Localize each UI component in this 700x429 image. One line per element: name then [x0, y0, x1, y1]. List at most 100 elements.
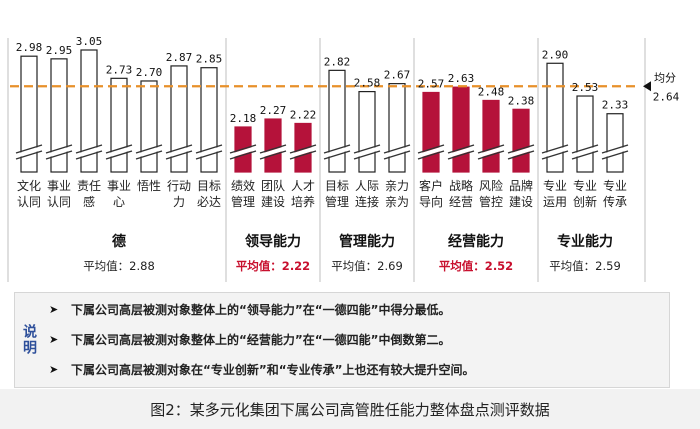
axis-break-mark [447, 144, 475, 154]
data-label: 2.82 [324, 55, 351, 68]
group-name: 德 [112, 233, 126, 250]
axis-break-mark [135, 146, 163, 158]
tick-label: 传承 [603, 194, 627, 209]
bar [422, 91, 440, 173]
axis-break-mark [541, 150, 569, 160]
axis-break-mark [507, 146, 535, 158]
tick-label: 专业 [573, 178, 597, 193]
axis-break-mark [353, 150, 381, 160]
axis-break-mark [571, 144, 599, 154]
note-text: 下属公司高层被测对象整体上的“领导能力”在“一德四能”中得分最低。 [71, 302, 451, 317]
reference-line-layer [10, 81, 651, 92]
data-label: 2.63 [448, 72, 475, 85]
tick-label: 管控 [479, 194, 503, 209]
group-average: 平均值：2.59 [549, 259, 621, 273]
tick-label: 责任 [77, 179, 101, 193]
bar [358, 90, 376, 173]
tick-label: 战略 [449, 178, 473, 193]
bar [606, 113, 624, 173]
axis-break-mark [507, 150, 535, 160]
data-label: 2.18 [230, 112, 257, 125]
tick-label: 心 [113, 195, 125, 209]
figure-caption: 图2：某多元化集团下属公司高管胜任能力整体盘点测评数据 [150, 400, 550, 419]
reference-value: 2.64 [653, 90, 680, 103]
axis-break-mark [105, 150, 133, 160]
axis-break-mark [165, 144, 193, 154]
axis-break-mark [323, 146, 351, 158]
note-item: ➤ 下属公司高层被测对象整体上的“领导能力”在“一德四能”中得分最低。 [49, 297, 451, 321]
axis-break-mark [289, 146, 317, 158]
tick-label: 悟性 [137, 178, 161, 193]
axis-break-mark [75, 146, 103, 158]
note-item: ➤ 下属公司高层被测对象在“专业创新”和“专业传承”上也还有较大提升空间。 [49, 357, 475, 381]
reference-label: 均分 [654, 71, 676, 84]
axis-break-mark [541, 144, 569, 154]
tick-label: 绩效 [231, 178, 255, 193]
tick-label: 专业 [603, 178, 627, 193]
data-label: 2.27 [260, 104, 287, 117]
bar [140, 80, 158, 173]
axis-break-mark [229, 144, 257, 154]
data-label: 2.53 [572, 81, 599, 94]
note-item: ➤ 下属公司高层被测对象整体上的“经营能力”在“一德四能”中倒数第二。 [49, 327, 451, 351]
data-label: 3.05 [76, 35, 103, 48]
axis-break-mark [383, 146, 411, 158]
axis-break-mark [417, 144, 445, 154]
reference-marker-icon [643, 81, 651, 92]
tick-label: 力 [173, 195, 185, 209]
axis-break-mark [447, 150, 475, 160]
tick-label: 行动 [167, 179, 191, 193]
tick-label: 人际 [355, 179, 379, 193]
bar [328, 69, 346, 173]
tick-label: 创新 [573, 194, 597, 209]
axis-break-mark [105, 146, 133, 158]
data-label: 2.95 [46, 44, 73, 57]
axis-break-mark [417, 150, 445, 160]
bar [170, 65, 188, 173]
tick-label: 管理 [325, 194, 349, 209]
group-name: 专业能力 [557, 233, 613, 250]
group-name: 经营能力 [448, 233, 504, 250]
axis-break-mark [45, 150, 73, 160]
notes-label: 说明 [21, 324, 37, 356]
caption-bar: 图2：某多元化集团下属公司高管胜任能力整体盘点测评数据 [0, 389, 700, 429]
data-label: 2.57 [418, 77, 445, 90]
axis-break-mark [165, 150, 193, 160]
axis-break-mark [45, 144, 73, 154]
tick-label: 经营 [449, 195, 473, 209]
tick-label: 目标 [197, 179, 221, 193]
axis-break-mark [259, 146, 287, 158]
bar [482, 99, 500, 173]
axis-break-mark [15, 144, 43, 154]
axis-break-mark [477, 146, 505, 158]
tick-label: 事业 [47, 179, 71, 193]
bar [264, 118, 282, 173]
axis-break-mark [323, 150, 351, 160]
tick-label: 认同 [47, 195, 71, 209]
data-label: 2.85 [196, 53, 223, 66]
bar [110, 77, 128, 173]
tick-label: 专业 [543, 178, 567, 193]
tick-label: 连接 [355, 194, 379, 209]
tick-label: 管理 [231, 194, 255, 209]
axis-break-mark [571, 150, 599, 160]
data-label: 2.90 [542, 48, 569, 61]
axis-break-mark [195, 144, 223, 154]
group-dividers [7, 38, 646, 282]
axis-break-mark [259, 150, 287, 160]
note-text: 下属公司高层被测对象整体上的“经营能力”在“一德四能”中倒数第二。 [71, 332, 451, 347]
axis-break-mark [105, 144, 133, 154]
tick-label: 建设 [261, 195, 285, 209]
group-name: 管理能力 [339, 233, 395, 250]
note-text: 下属公司高层被测对象在“专业创新”和“专业传承”上也还有较大提升空间。 [71, 362, 475, 377]
tick-label: 导向 [419, 194, 443, 209]
tick-label: 亲力 [385, 179, 409, 193]
tick-label: 团队 [261, 178, 285, 193]
axis-break-mark [195, 146, 223, 158]
axis-break-mark [541, 146, 569, 158]
arrow-icon: ➤ [49, 302, 59, 316]
axis-break-mark [477, 150, 505, 160]
axis-break-mark [447, 146, 475, 158]
